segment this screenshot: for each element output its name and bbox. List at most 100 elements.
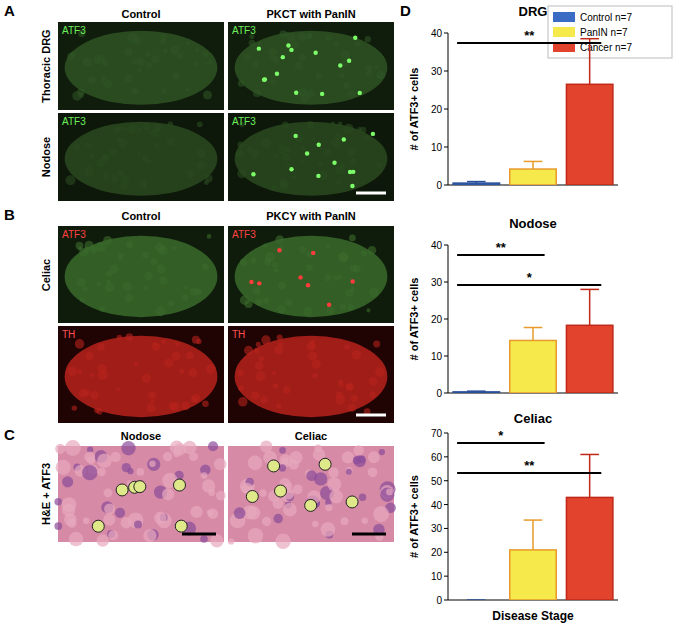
error-bar [580, 289, 599, 325]
y-tick [444, 480, 448, 481]
texture [325, 504, 332, 511]
texture [168, 121, 173, 126]
texture [141, 155, 149, 163]
row-label: H&E + ATF3 [40, 463, 52, 525]
texture [298, 32, 308, 42]
texture [353, 445, 364, 456]
tissue [235, 236, 388, 317]
y-tick [444, 356, 448, 357]
bar [566, 325, 612, 393]
texture [84, 166, 94, 176]
texture [346, 383, 354, 391]
texture [259, 489, 266, 496]
texture [338, 379, 342, 383]
texture [65, 440, 81, 456]
texture [170, 402, 180, 412]
error-cap [580, 454, 599, 456]
texture [82, 286, 87, 291]
image-background [228, 113, 394, 201]
texture [326, 245, 330, 249]
texture [79, 92, 84, 97]
texture [346, 289, 354, 297]
texture [306, 264, 313, 271]
texture [131, 88, 139, 96]
texture [152, 343, 161, 352]
texture [329, 490, 343, 504]
positive-cell [275, 71, 279, 75]
texture [210, 534, 223, 547]
texture [238, 80, 245, 87]
texture [131, 59, 137, 65]
micrograph: ATF3 [228, 22, 394, 110]
texture [137, 68, 142, 73]
texture [357, 127, 362, 132]
micrograph: ATF3 [58, 113, 224, 201]
tissue [65, 122, 218, 196]
texture [192, 336, 200, 344]
column-label: Nodose [121, 430, 161, 442]
positive-cell [262, 78, 266, 82]
texture [270, 79, 276, 85]
positive-cell [277, 248, 281, 252]
texture [340, 303, 346, 309]
stain-label: TH [62, 329, 75, 340]
micrograph [54, 440, 226, 547]
texture [122, 463, 131, 472]
bar [453, 392, 499, 393]
texture [147, 458, 160, 471]
positive-cell [338, 63, 342, 67]
texture [197, 149, 206, 158]
legend: Control n=7PanIN n=7Cancer n=7 [548, 6, 672, 58]
scale-bar [182, 533, 216, 536]
error-bar [467, 182, 486, 184]
tick-label: 20 [431, 104, 443, 115]
image-background [228, 226, 394, 323]
texture [97, 281, 102, 286]
texture [208, 509, 218, 519]
panel-label: C [4, 426, 15, 443]
texture [170, 45, 180, 55]
texture [97, 534, 110, 547]
texture [335, 165, 345, 175]
bar [566, 84, 612, 185]
error-cap [467, 390, 486, 392]
y-tick [444, 147, 448, 148]
texture [344, 344, 349, 349]
texture [159, 247, 168, 256]
texture [380, 488, 394, 502]
texture [172, 246, 177, 251]
texture [289, 451, 302, 464]
texture [326, 306, 334, 314]
texture [348, 404, 356, 412]
panel-label: B [4, 206, 15, 223]
y-tick [444, 109, 448, 110]
texture [254, 348, 260, 354]
texture [147, 63, 152, 68]
bar-chart: Celiac# of ATF3+ cells010203040506070***… [408, 411, 618, 623]
texture [248, 456, 263, 471]
texture [307, 121, 314, 128]
texture [116, 388, 120, 392]
texture [164, 358, 173, 367]
stain-label: ATF3 [232, 229, 256, 240]
error-cap [524, 519, 543, 521]
texture [291, 41, 299, 49]
column-label: PKCY with PanIN [266, 210, 356, 222]
texture [202, 51, 209, 58]
texture [368, 467, 378, 477]
positive-cell [286, 43, 290, 47]
texture [203, 90, 212, 99]
positive-cell [298, 275, 302, 279]
texture [124, 293, 133, 302]
texture [263, 244, 267, 248]
texture [118, 138, 128, 148]
y-tick [444, 552, 448, 553]
texture [314, 445, 322, 453]
texture [368, 246, 377, 255]
texture [184, 286, 188, 290]
texture [374, 65, 378, 69]
texture [364, 136, 369, 141]
texture [153, 342, 157, 346]
texture [368, 451, 380, 463]
texture [237, 370, 243, 376]
